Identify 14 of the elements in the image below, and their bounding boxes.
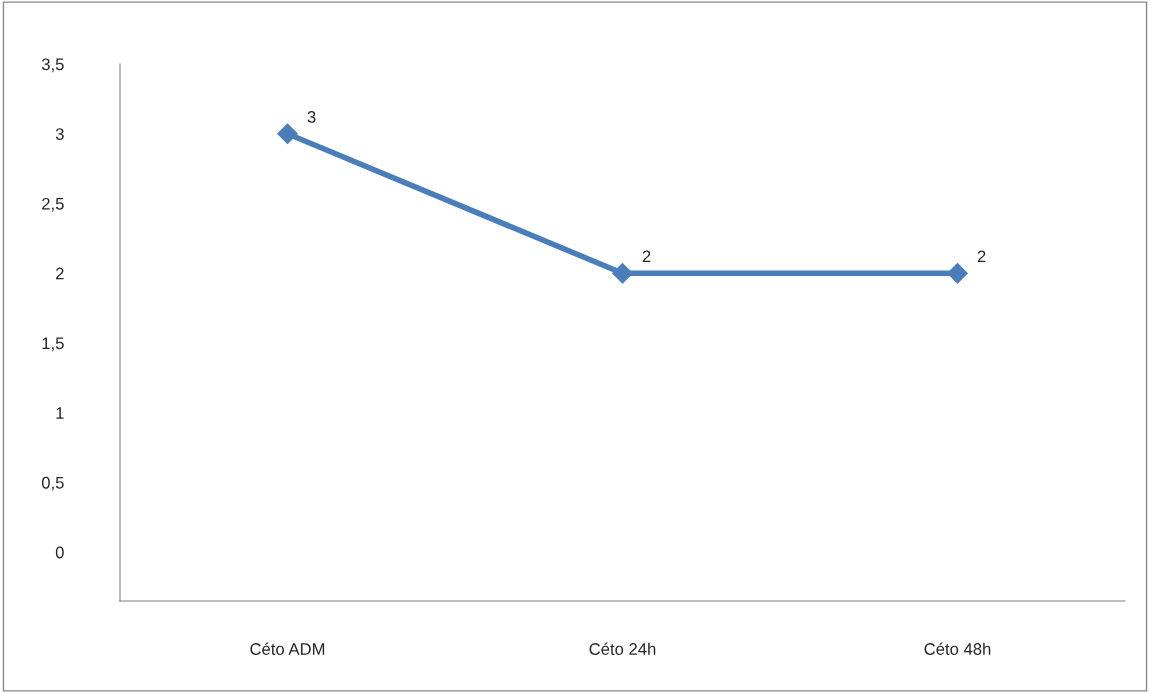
y-tick-label: 3 xyxy=(55,128,64,140)
y-tick-label: 3,5 xyxy=(41,58,64,73)
data-label: 3 xyxy=(307,110,316,123)
data-label: 2 xyxy=(642,250,651,263)
y-tick-label: 1,5 xyxy=(42,337,64,352)
y-tick-label: 2 xyxy=(56,267,64,280)
data-label: 2 xyxy=(977,250,986,263)
x-tick-label: Céto 48h xyxy=(924,642,991,655)
x-tick-label: Céto 24h xyxy=(589,642,656,655)
x-tick-label: Céto ADM xyxy=(250,642,325,655)
y-tick-label: 1 xyxy=(56,407,64,419)
y-tick-label: 2,5 xyxy=(42,197,64,212)
y-tick-label: 0 xyxy=(55,546,64,559)
y-tick-label: 0,5 xyxy=(41,476,64,491)
